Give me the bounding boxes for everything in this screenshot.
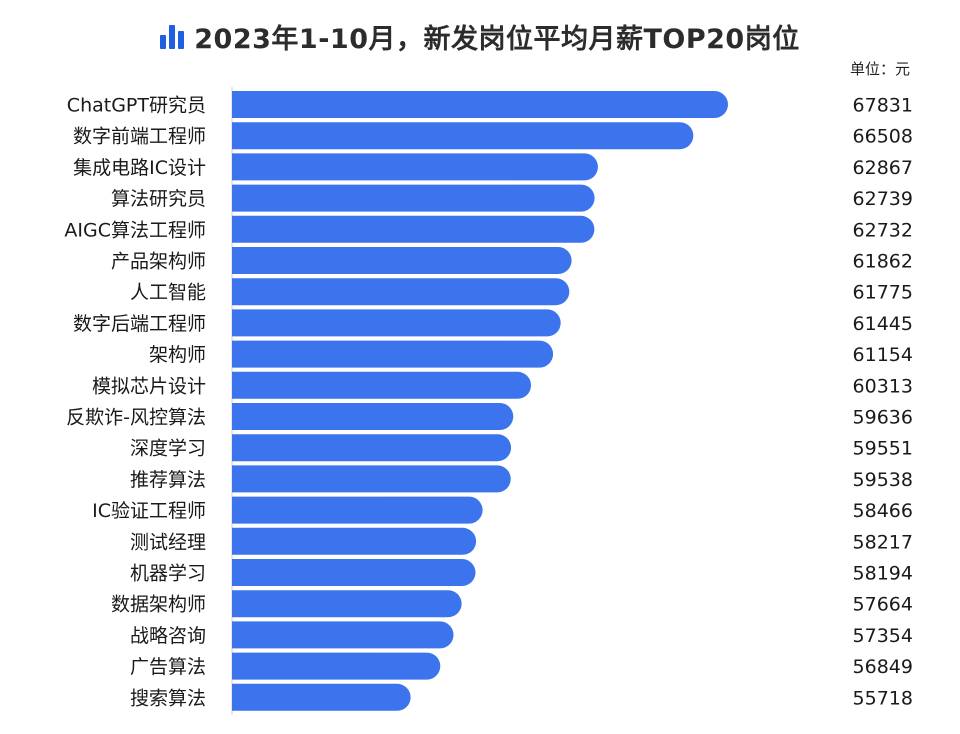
value-label: 62867 — [853, 157, 913, 179]
category-label: 搜索算法 — [130, 687, 206, 709]
value-label: 62739 — [853, 188, 913, 210]
category-label: 产品架构师 — [111, 251, 206, 273]
value-label: 58466 — [853, 500, 913, 522]
bar — [232, 247, 572, 274]
category-label: ChatGPT研究员 — [67, 95, 206, 117]
category-label: 算法研究员 — [111, 188, 206, 210]
category-label: 反欺诈-风控算法 — [66, 407, 206, 429]
value-label: 61775 — [853, 282, 913, 304]
category-label: IC验证工程师 — [92, 500, 206, 522]
bar — [232, 652, 441, 680]
bar — [232, 371, 532, 399]
category-label: 数字后端工程师 — [73, 313, 206, 335]
value-label: 66508 — [853, 126, 913, 148]
value-label: 61862 — [853, 251, 913, 273]
bar — [232, 91, 728, 118]
category-label: 架构师 — [149, 344, 206, 366]
chart-title-row: 2023年1-10月，新发岗位平均月薪TOP20岗位 — [0, 14, 960, 58]
bar — [232, 465, 511, 493]
value-label: 58217 — [853, 531, 913, 553]
bar — [232, 184, 595, 212]
value-label: 62732 — [853, 219, 913, 241]
value-label: 61445 — [853, 313, 913, 335]
value-label: 67831 — [853, 95, 913, 117]
category-label: 模拟芯片设计 — [92, 375, 206, 397]
value-label: 61154 — [853, 344, 913, 366]
value-label: 57354 — [853, 625, 913, 647]
category-label: 人工智能 — [130, 282, 206, 304]
bar — [232, 559, 476, 586]
category-label: AIGC算法工程师 — [64, 219, 206, 241]
bar — [232, 309, 561, 337]
value-label: 55718 — [853, 687, 913, 709]
category-label: 推荐算法 — [130, 469, 206, 491]
value-label: 57664 — [853, 594, 913, 616]
bar — [232, 403, 514, 430]
bar — [232, 496, 483, 524]
bar-chart-icon — [160, 23, 185, 49]
bar — [232, 153, 598, 181]
value-label: 58194 — [853, 563, 913, 585]
bar — [232, 122, 694, 150]
bar — [232, 590, 462, 618]
category-label: 数据架构师 — [111, 594, 206, 616]
value-label: 56849 — [853, 656, 913, 678]
category-label: 战略咨询 — [130, 625, 206, 647]
value-label: 59538 — [853, 469, 913, 491]
bar — [232, 278, 570, 306]
value-label: 60313 — [853, 375, 913, 397]
category-label: 测试经理 — [130, 531, 206, 553]
category-label: 深度学习 — [130, 438, 206, 460]
bar — [232, 434, 512, 462]
value-label: 59636 — [853, 407, 913, 429]
category-label: 集成电路IC设计 — [73, 157, 206, 179]
bar — [232, 527, 477, 555]
category-label: 数字前端工程师 — [73, 126, 206, 148]
category-label: 广告算法 — [130, 656, 206, 678]
bar — [232, 215, 595, 243]
chart-title: 2023年1-10月，新发岗位平均月薪TOP20岗位 — [194, 23, 800, 55]
value-label: 59551 — [853, 438, 913, 460]
bar — [232, 621, 454, 649]
category-label: 机器学习 — [130, 563, 206, 585]
unit-label: 单位：元 — [849, 60, 910, 78]
bar — [232, 683, 411, 711]
bar — [232, 340, 554, 368]
